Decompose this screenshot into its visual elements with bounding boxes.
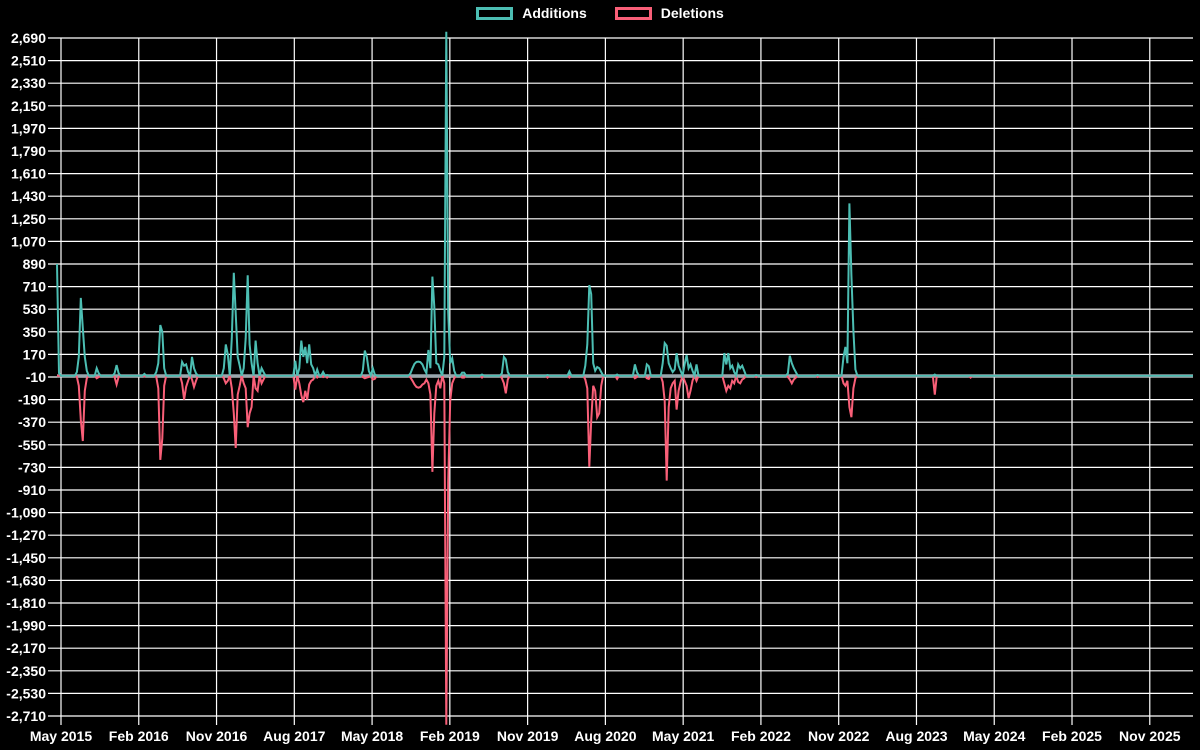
y-axis-label: 1,970 (11, 120, 46, 136)
x-axis-label: Aug 2017 (263, 728, 325, 744)
legend-item-deletions[interactable]: Deletions (614, 5, 724, 21)
y-axis-label: -1,990 (6, 618, 46, 634)
y-axis-label: -10 (26, 369, 46, 385)
y-axis-label: 2,690 (11, 30, 46, 46)
x-axis-label: May 2024 (963, 728, 1025, 744)
x-axis-label: May 2021 (652, 728, 714, 744)
x-axis-label: May 2018 (341, 728, 403, 744)
y-axis-label: 890 (23, 256, 47, 272)
y-axis-label: -910 (18, 482, 46, 498)
y-axis-label: 170 (23, 346, 47, 362)
y-axis-label: 2,150 (11, 98, 46, 114)
y-axis-label: 1,250 (11, 211, 46, 227)
y-axis-label: -2,170 (6, 640, 46, 656)
y-axis-label: -1,450 (6, 550, 46, 566)
y-axis-label: -2,710 (6, 708, 46, 724)
y-axis-label: -370 (18, 414, 46, 430)
y-axis-label: -2,530 (6, 685, 46, 701)
y-axis-label: 1,070 (11, 233, 46, 249)
x-axis-label: Feb 2016 (109, 728, 169, 744)
additions-line (56, 31, 1193, 380)
y-axis-label: 710 (23, 279, 47, 295)
additions-swatch-icon (476, 6, 514, 20)
y-axis-label: 530 (23, 301, 47, 317)
y-axis-label: -190 (18, 392, 46, 408)
x-axis-label: Feb 2025 (1042, 728, 1102, 744)
y-axis-label: 1,610 (11, 166, 46, 182)
y-axis-label: -1,630 (6, 572, 46, 588)
x-axis-label: Nov 2025 (1119, 728, 1181, 744)
y-axis-label: 1,790 (11, 143, 46, 159)
deletions-line (57, 371, 1193, 725)
y-axis-label: 2,330 (11, 75, 46, 91)
x-axis-label: Nov 2022 (808, 728, 870, 744)
y-axis-label: -2,350 (6, 663, 46, 679)
y-axis-label: 1,430 (11, 188, 46, 204)
legend-label-deletions: Deletions (660, 5, 724, 21)
x-axis-label: Aug 2020 (574, 728, 636, 744)
y-axis-label: -1,270 (6, 527, 46, 543)
y-axis-label: -1,810 (6, 595, 46, 611)
x-axis-label: Feb 2022 (731, 728, 791, 744)
x-axis-label: Nov 2016 (186, 728, 248, 744)
y-axis-label: -730 (18, 459, 46, 475)
deletions-swatch-icon (614, 6, 652, 20)
legend-item-additions[interactable]: Additions (476, 5, 587, 21)
y-axis-label: -1,090 (6, 505, 46, 521)
y-axis-label: -550 (18, 437, 46, 453)
y-axis-label: 2,510 (11, 53, 46, 69)
x-axis-label: Aug 2023 (885, 728, 947, 744)
legend-label-additions: Additions (522, 5, 587, 21)
x-axis-label: May 2015 (30, 728, 92, 744)
x-axis-label: Feb 2019 (420, 728, 480, 744)
y-axis-label: 350 (23, 324, 47, 340)
x-axis-label: Nov 2019 (497, 728, 559, 744)
chart-legend: Additions Deletions (0, 5, 1200, 21)
